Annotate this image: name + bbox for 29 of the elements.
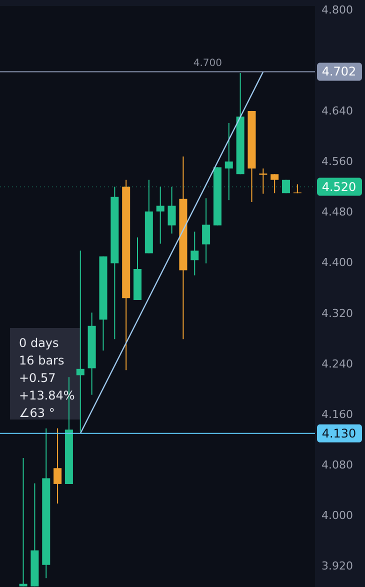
candlestick [168,186,176,234]
annotation: +0.57 [19,371,56,385]
ref-line-label: 4.130 [322,426,356,440]
annotation: 4.700 [193,58,222,70]
candlestick [270,174,279,194]
y-tick-label: 4.400 [322,256,353,270]
y-tick-label: 4.640 [322,104,353,118]
y-tick-label: 4.080 [322,458,353,472]
annotation: 16 bars [19,354,64,368]
annotation: 0 days [19,336,59,350]
y-tick-label: 4.320 [322,306,353,320]
candlestick [54,428,62,504]
candlestick [76,250,84,432]
candlestick [202,198,210,264]
ref-line-label: 4.520 [322,180,356,194]
y-tick-label: 4.240 [322,357,353,370]
y-tick-label: 4.160 [322,408,353,421]
candlestick [259,168,268,194]
ref-line-label: 4.702 [322,64,356,79]
candlestick [19,458,28,587]
y-tick-label: 4.480 [322,206,353,219]
candlestick [190,231,199,276]
y-tick-label: 4.800 [322,3,353,16]
candlestick [156,186,164,244]
y-tick-label: 4.000 [322,509,353,522]
y-tick-label: 3.920 [322,560,353,573]
y-tick-label: 4.560 [322,155,353,168]
candlestick [224,122,233,201]
annotation: ∠63 ° [19,406,55,420]
